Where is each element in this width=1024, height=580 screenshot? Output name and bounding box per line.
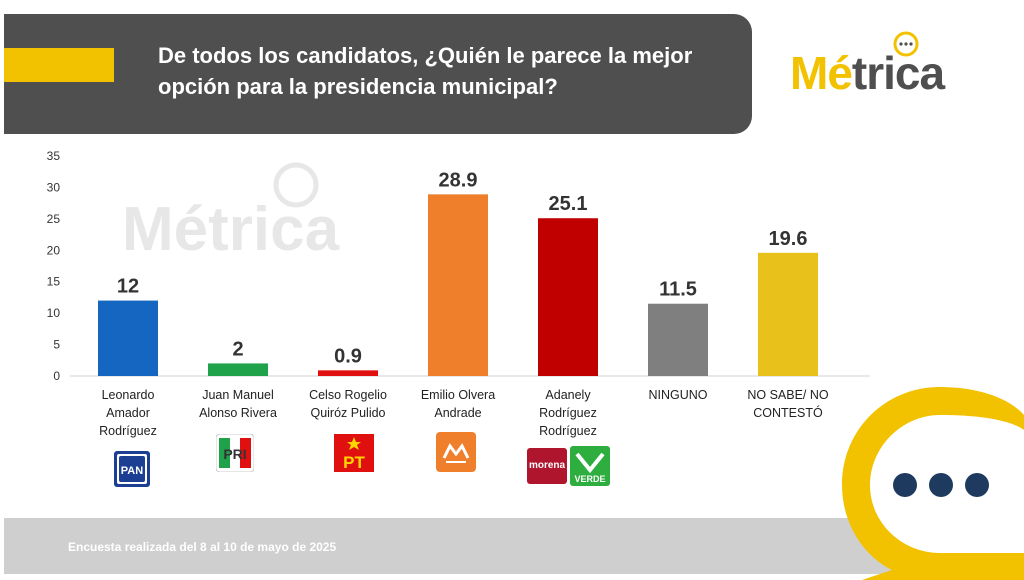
category-label-1: Juan Manuel xyxy=(202,388,274,402)
data-label-5: 11.5 xyxy=(659,279,697,301)
y-tick-label: 0 xyxy=(53,369,60,383)
page-title: De todos los candidatos, ¿Quién le parec… xyxy=(158,43,693,99)
y-tick-label: 35 xyxy=(47,149,61,163)
category-label-1: Alonso Rivera xyxy=(199,406,277,420)
category-label-4: Rodríguez xyxy=(539,424,597,438)
data-label-4: 25.1 xyxy=(549,193,588,215)
category-label-2: Celso Rogelio xyxy=(309,388,387,402)
verde-label: VERDE xyxy=(574,474,605,484)
y-tick-label: 25 xyxy=(47,212,61,226)
bar-6 xyxy=(758,252,818,376)
data-label-3: 28.9 xyxy=(439,169,478,191)
bar-3 xyxy=(428,194,488,376)
category-label-5: NINGUNO xyxy=(648,388,707,402)
data-label-0: 12 xyxy=(117,276,139,298)
morena-logo xyxy=(527,448,567,484)
category-label-4: Rodríguez xyxy=(539,406,597,420)
y-tick-label: 20 xyxy=(47,243,61,257)
bubble-dots-icon xyxy=(842,387,1024,580)
data-label-1: 2 xyxy=(232,338,243,360)
logo-wordmark: Métrica xyxy=(790,47,945,99)
data-label-6: 19.6 xyxy=(769,228,808,250)
pri-logo: PRI xyxy=(216,434,254,472)
footer-note: Encuesta realizada del 8 al 10 de mayo d… xyxy=(68,540,337,554)
watermark: Métrica xyxy=(120,160,420,264)
y-tick-label: 15 xyxy=(47,275,61,289)
speech-bubble-icon xyxy=(893,31,919,57)
bar-2 xyxy=(318,370,378,376)
y-tick-label: 5 xyxy=(53,338,60,352)
category-label-6: CONTESTÓ xyxy=(753,405,823,420)
y-tick-label: 10 xyxy=(47,306,61,320)
pt-label: PT xyxy=(343,453,365,472)
category-label-3: Emilio Olvera xyxy=(421,388,495,402)
bar-1 xyxy=(208,363,268,376)
category-label-3: Andrade xyxy=(434,406,481,420)
bar-4 xyxy=(538,218,598,376)
header-accent xyxy=(4,48,114,82)
category-label-2: Quiróz Pulido xyxy=(310,406,385,420)
category-label-6: NO SABE/ NO xyxy=(747,388,829,402)
watermark-text: Métrica xyxy=(122,195,340,260)
svg-text:PRI: PRI xyxy=(223,446,246,462)
bar-0 xyxy=(98,300,158,376)
party-logos-coalition: morena VERDE xyxy=(527,446,610,486)
category-label-0: Rodríguez xyxy=(99,424,157,438)
metrica-logo: Métrica xyxy=(788,30,988,100)
category-label-0: Amador xyxy=(106,406,150,420)
pt-logo: PT xyxy=(334,434,374,472)
pan-label: PAN xyxy=(121,465,143,477)
data-label-2: 0.9 xyxy=(334,345,362,367)
morena-label: morena xyxy=(529,460,566,471)
mc-logo xyxy=(436,432,476,472)
bar-5 xyxy=(648,303,708,376)
footer-band xyxy=(4,518,1020,574)
category-label-0: Leonardo xyxy=(102,388,155,402)
header-band xyxy=(4,14,752,134)
category-label-4: Adanely xyxy=(545,388,591,402)
y-tick-label: 30 xyxy=(47,180,61,194)
pan-logo: PAN xyxy=(114,451,150,487)
